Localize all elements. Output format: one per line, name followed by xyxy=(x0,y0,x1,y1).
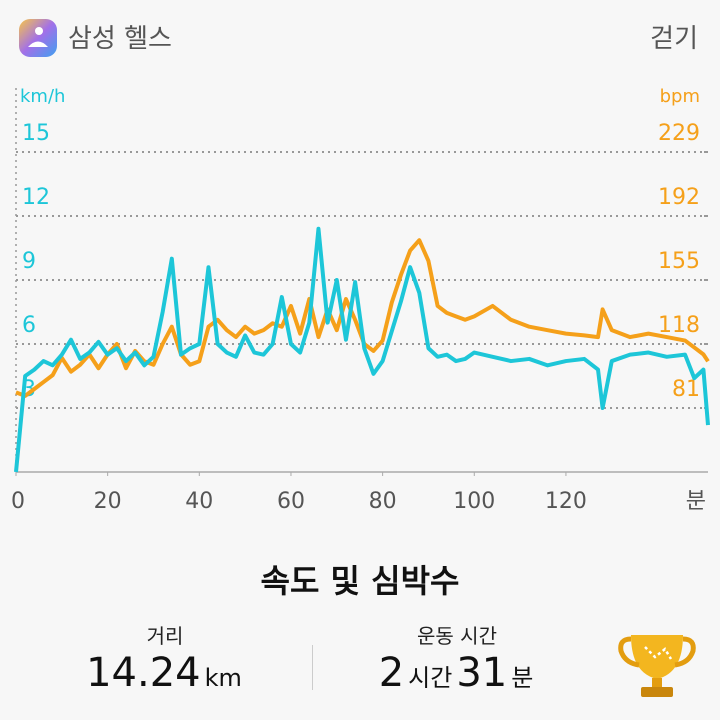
y2-tick-label: 155 xyxy=(658,249,700,274)
distance-value: 14.24 km xyxy=(36,650,296,696)
summary-title: 속도 및 심박수 xyxy=(260,562,460,600)
x-tick-label: 60 xyxy=(277,489,305,514)
x-tick-label: 0 xyxy=(11,489,25,514)
duration-label: 운동 시간 xyxy=(417,624,497,648)
y-axis-label: km/h xyxy=(20,86,65,107)
activity-type: 걷기 xyxy=(650,24,698,54)
x-tick-label: 80 xyxy=(369,489,397,514)
x-axis-label: 분 xyxy=(686,489,706,514)
app-name: 삼성 헬스 xyxy=(68,24,172,54)
header: 삼성 헬스 걷기 xyxy=(0,0,720,76)
distance-number: 14.24 xyxy=(86,650,201,696)
y-tick-label: 15 xyxy=(22,121,50,146)
y2-tick-label: 229 xyxy=(658,121,700,146)
distance-unit: km xyxy=(204,664,242,692)
y2-tick-label: 81 xyxy=(672,377,700,402)
minutes-unit: 분 xyxy=(511,664,534,692)
trophy-icon[interactable] xyxy=(617,625,697,705)
divider xyxy=(312,645,313,690)
y-tick-label: 12 xyxy=(22,185,50,210)
series-line xyxy=(15,238,710,398)
y2-tick-label: 192 xyxy=(658,185,700,210)
x-tick-label: 120 xyxy=(545,489,587,514)
duration-value: 2 시간 31 분 xyxy=(328,650,588,696)
series-line xyxy=(14,226,710,473)
x-tick-label: 100 xyxy=(453,489,495,514)
x-tick-label: 20 xyxy=(94,489,122,514)
distance-label: 거리 xyxy=(146,624,184,648)
y-tick-label: 9 xyxy=(22,249,36,274)
app-icon[interactable] xyxy=(18,18,58,58)
hours-unit: 시간 xyxy=(408,664,453,692)
y-tick-label: 6 xyxy=(22,313,36,338)
hours: 2 xyxy=(378,650,405,696)
x-tick-label: 40 xyxy=(185,489,213,514)
minutes: 31 xyxy=(456,650,508,696)
y2-tick-label: 118 xyxy=(658,313,700,338)
y2-axis-label: bpm xyxy=(660,86,700,107)
